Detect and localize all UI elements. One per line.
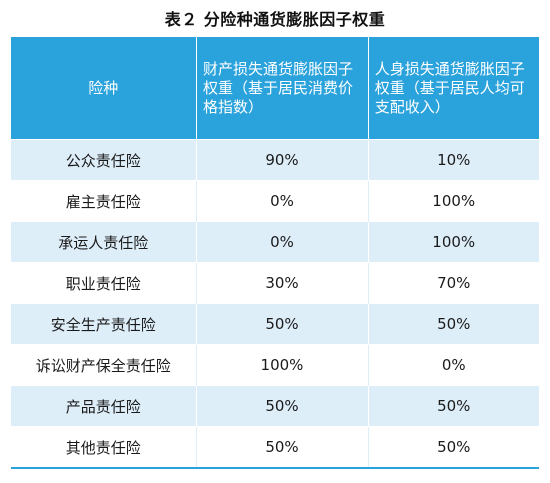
cell-personal-weight: 50% bbox=[367, 303, 539, 345]
cell-personal-weight: 100% bbox=[367, 221, 539, 263]
cell-insurance-type: 诉讼财产保全责任险 bbox=[11, 344, 196, 386]
cell-property-weight: 90% bbox=[195, 139, 368, 181]
header-personal-loss-weight-label: 人身损失通货膨胀因子权重（基于居民人均可支配收入） bbox=[374, 59, 525, 116]
table-row: 安全生产责任险 50% 50% bbox=[11, 303, 539, 345]
cell-insurance-type: 其他责任险 bbox=[11, 426, 196, 468]
cell-personal-weight: 50% bbox=[367, 426, 539, 468]
table-row: 其他责任险 50% 50% bbox=[11, 426, 539, 468]
header-personal-loss-weight: 人身损失通货膨胀因子权重（基于居民人均可支配收入） bbox=[367, 37, 539, 140]
cell-property-weight: 50% bbox=[195, 303, 368, 345]
table-row: 职业责任险 30% 70% bbox=[11, 262, 539, 304]
header-property-loss-weight-label: 财产损失通货膨胀因子权重（基于居民消费价格指数） bbox=[203, 59, 354, 116]
cell-insurance-type: 雇主责任险 bbox=[11, 180, 196, 222]
cell-insurance-type: 产品责任险 bbox=[11, 385, 196, 427]
cell-personal-weight: 70% bbox=[367, 262, 539, 304]
cell-property-weight: 30% bbox=[195, 262, 368, 304]
table-row: 承运人责任险 0% 100% bbox=[11, 221, 539, 263]
header-insurance-type: 险种 bbox=[11, 37, 196, 140]
table-row: 诉讼财产保全责任险 100% 0% bbox=[11, 344, 539, 386]
cell-property-weight: 0% bbox=[195, 180, 368, 222]
header-insurance-type-label: 险种 bbox=[88, 78, 119, 97]
table-row: 公众责任险 90% 10% bbox=[11, 139, 539, 181]
table-caption: 表２ 分险种通货膨胀因子权重 bbox=[164, 10, 386, 29]
cell-personal-weight: 100% bbox=[367, 180, 539, 222]
cell-personal-weight: 50% bbox=[367, 385, 539, 427]
cell-property-weight: 50% bbox=[195, 385, 368, 427]
cell-insurance-type: 职业责任险 bbox=[11, 262, 196, 304]
cell-property-weight: 0% bbox=[195, 221, 368, 263]
inflation-weight-table: 险种 财产损失通货膨胀因子权重（基于居民消费价格指数） 人身损失通货膨胀因子权重… bbox=[11, 37, 539, 469]
table-row: 雇主责任险 0% 100% bbox=[11, 180, 539, 222]
table-row: 产品责任险 50% 50% bbox=[11, 385, 539, 427]
cell-property-weight: 100% bbox=[195, 344, 368, 386]
header-property-loss-weight: 财产损失通货膨胀因子权重（基于居民消费价格指数） bbox=[195, 37, 368, 140]
cell-personal-weight: 10% bbox=[367, 139, 539, 181]
cell-property-weight: 50% bbox=[195, 426, 368, 468]
table-header-row: 险种 财产损失通货膨胀因子权重（基于居民消费价格指数） 人身损失通货膨胀因子权重… bbox=[11, 37, 539, 140]
cell-personal-weight: 0% bbox=[367, 344, 539, 386]
cell-insurance-type: 安全生产责任险 bbox=[11, 303, 196, 345]
cell-insurance-type: 公众责任险 bbox=[11, 139, 196, 181]
cell-insurance-type: 承运人责任险 bbox=[11, 221, 196, 263]
